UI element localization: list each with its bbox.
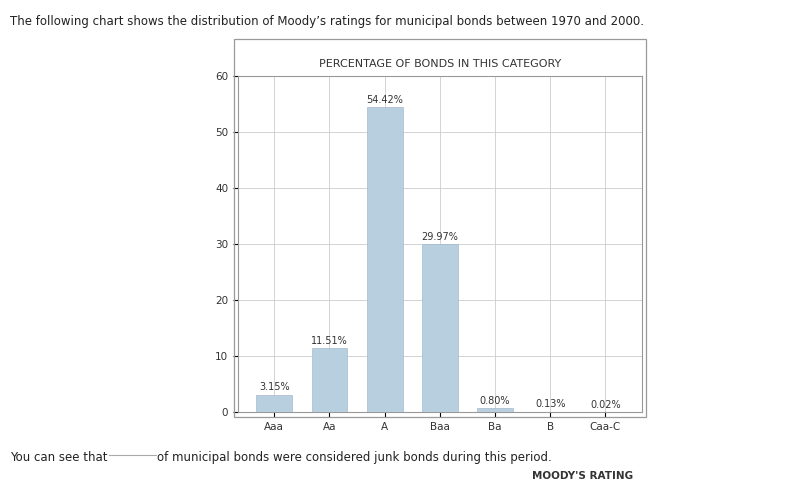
Text: 0.13%: 0.13%	[535, 399, 566, 409]
Bar	[366, 107, 403, 412]
Title: PERCENTAGE OF BONDS IN THIS CATEGORY: PERCENTAGE OF BONDS IN THIS CATEGORY	[319, 60, 561, 69]
Text: 54.42%: 54.42%	[366, 95, 403, 105]
Bar	[257, 395, 292, 412]
Bar	[422, 244, 458, 412]
Text: The following chart shows the distribution of Moody’s ratings for municipal bond: The following chart shows the distributi…	[10, 15, 645, 28]
Text: You can see that: You can see that	[10, 451, 108, 465]
Bar	[312, 348, 348, 412]
Text: 0.02%: 0.02%	[590, 400, 621, 410]
Text: 3.15%: 3.15%	[259, 383, 290, 392]
Bar	[477, 408, 513, 412]
Text: of municipal bonds were considered junk bonds during this period.: of municipal bonds were considered junk …	[157, 451, 552, 465]
Text: MOODY'S RATING: MOODY'S RATING	[532, 471, 633, 481]
Text: 0.80%: 0.80%	[479, 396, 510, 406]
Text: 29.97%: 29.97%	[421, 232, 458, 242]
Text: 11.51%: 11.51%	[312, 336, 348, 346]
